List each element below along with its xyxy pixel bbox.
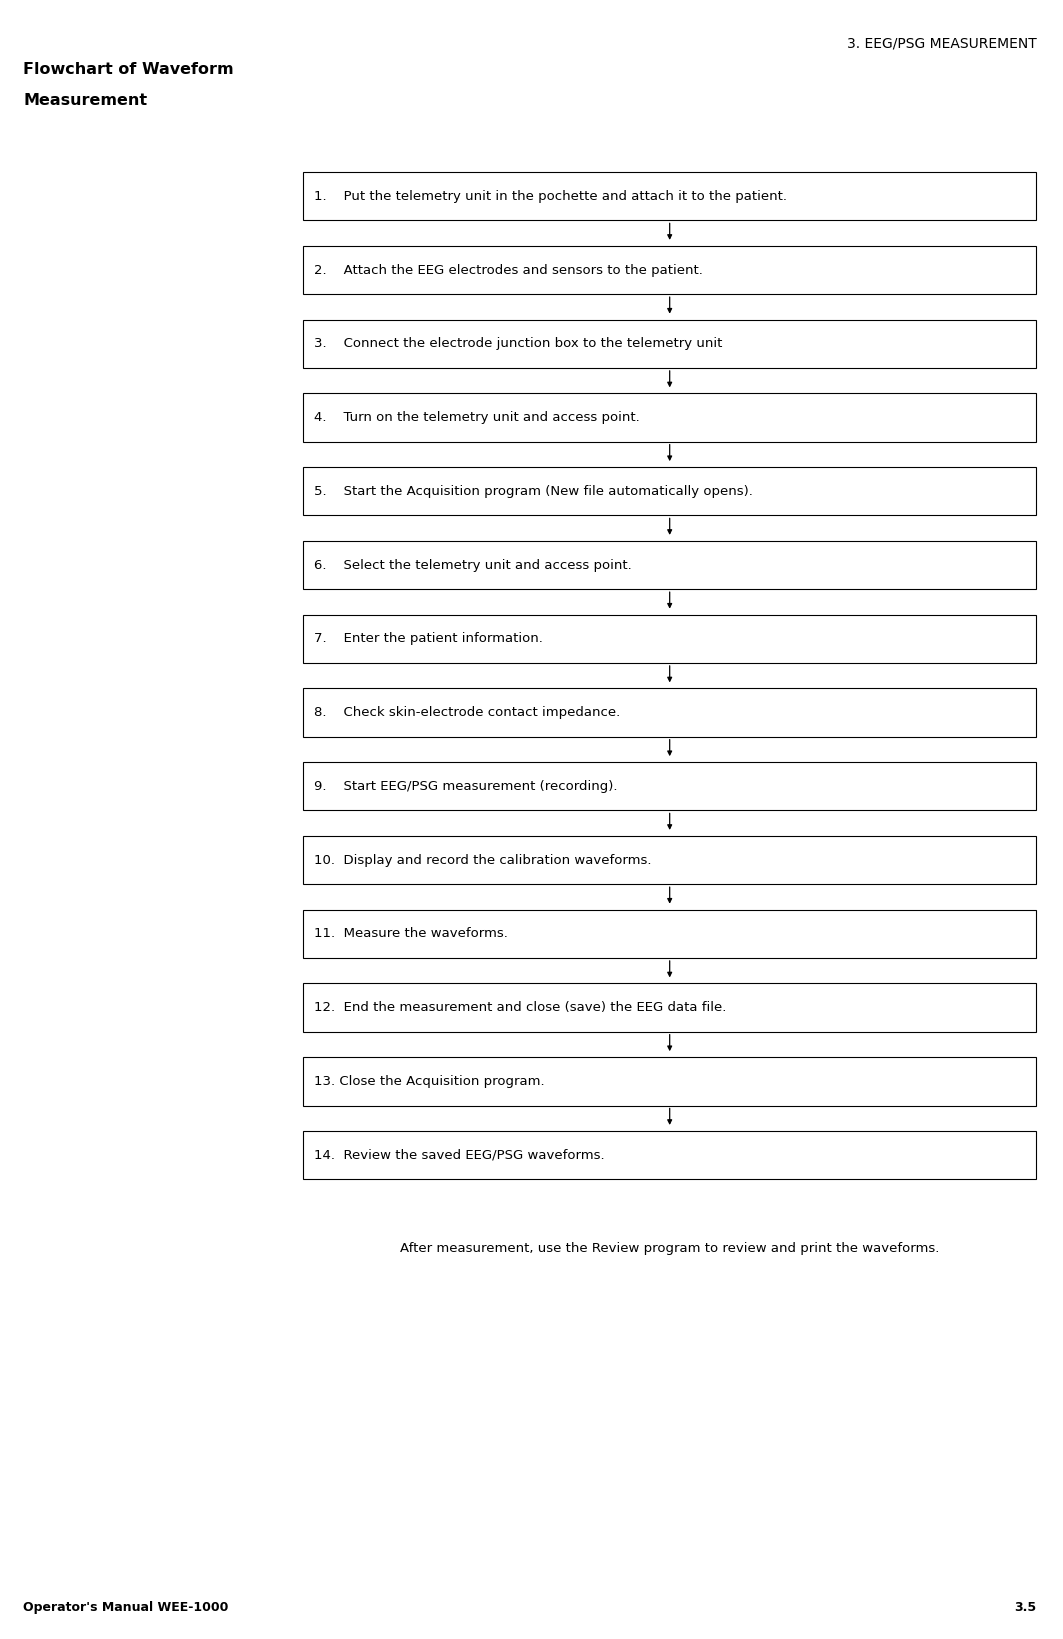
- Text: Measurement: Measurement: [23, 93, 148, 108]
- Bar: [303, 910, 1036, 957]
- Text: 7.    Enter the patient information.: 7. Enter the patient information.: [314, 633, 542, 646]
- Text: 12.  End the measurement and close (save) the EEG data file.: 12. End the measurement and close (save)…: [314, 1001, 726, 1015]
- Text: Flowchart of Waveform: Flowchart of Waveform: [23, 62, 234, 77]
- Text: Operator's Manual WEE-1000: Operator's Manual WEE-1000: [23, 1601, 229, 1614]
- Text: 13. Close the Acquisition program.: 13. Close the Acquisition program.: [314, 1075, 544, 1088]
- Text: 8.    Check skin-electrode contact impedance.: 8. Check skin-electrode contact impedanc…: [314, 706, 620, 720]
- Text: 10.  Display and record the calibration waveforms.: 10. Display and record the calibration w…: [314, 854, 651, 867]
- Bar: [303, 467, 1036, 515]
- Bar: [303, 836, 1036, 885]
- Bar: [303, 320, 1036, 367]
- Text: 6.    Select the telemetry unit and access point.: 6. Select the telemetry unit and access …: [314, 559, 631, 572]
- Bar: [303, 172, 1036, 220]
- Bar: [303, 393, 1036, 441]
- Bar: [303, 762, 1036, 810]
- Text: 1.    Put the telemetry unit in the pochette and attach it to the patient.: 1. Put the telemetry unit in the pochett…: [314, 190, 787, 203]
- Bar: [303, 246, 1036, 295]
- Text: After measurement, use the Review program to review and print the waveforms.: After measurement, use the Review progra…: [400, 1242, 940, 1254]
- Text: 14.  Review the saved EEG/PSG waveforms.: 14. Review the saved EEG/PSG waveforms.: [314, 1149, 604, 1162]
- Bar: [303, 1057, 1036, 1105]
- Bar: [303, 615, 1036, 662]
- Text: 3.5: 3.5: [1014, 1601, 1036, 1614]
- Text: 2.    Attach the EEG electrodes and sensors to the patient.: 2. Attach the EEG electrodes and sensors…: [314, 264, 703, 277]
- Bar: [303, 688, 1036, 736]
- Bar: [303, 1131, 1036, 1178]
- Text: 9.    Start EEG/PSG measurement (recording).: 9. Start EEG/PSG measurement (recording)…: [314, 780, 618, 793]
- Text: 4.    Turn on the telemetry unit and access point.: 4. Turn on the telemetry unit and access…: [314, 411, 639, 425]
- Bar: [303, 541, 1036, 588]
- Text: 11.  Measure the waveforms.: 11. Measure the waveforms.: [314, 928, 507, 941]
- Text: 3.    Connect the electrode junction box to the telemetry unit: 3. Connect the electrode junction box to…: [314, 338, 722, 351]
- Bar: [303, 983, 1036, 1033]
- Text: 5.    Start the Acquisition program (New file automatically opens).: 5. Start the Acquisition program (New fi…: [314, 485, 753, 498]
- Text: 3. EEG/PSG MEASUREMENT: 3. EEG/PSG MEASUREMENT: [846, 36, 1036, 51]
